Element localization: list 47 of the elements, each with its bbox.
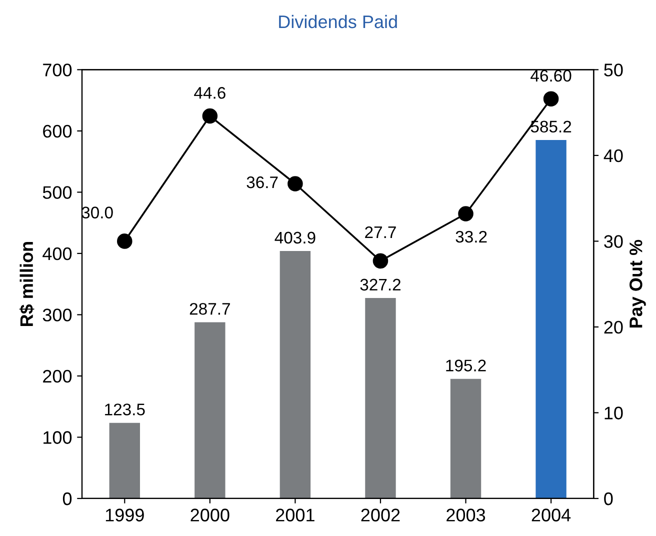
y2-tick-label: 30 bbox=[604, 235, 623, 248]
y-tick-label: 400 bbox=[42, 247, 72, 260]
bar bbox=[536, 140, 566, 498]
y2-tick-label: 50 bbox=[604, 64, 623, 76]
y-tick-label: 500 bbox=[42, 186, 72, 199]
y-tick-label: 300 bbox=[42, 308, 72, 322]
data-label: 585.2 bbox=[530, 120, 572, 133]
y-axis-title: R$ million bbox=[19, 242, 34, 326]
point bbox=[543, 91, 559, 106]
data-label: 327.2 bbox=[360, 278, 400, 291]
data-label: 30.0 bbox=[82, 206, 113, 218]
point bbox=[372, 253, 388, 269]
y-tick-label: 700 bbox=[43, 64, 72, 76]
data-label: 36.7 bbox=[246, 176, 278, 188]
y2-tick-label: 0 bbox=[604, 492, 613, 506]
data-label: 33.2 bbox=[456, 230, 487, 243]
bar bbox=[109, 422, 140, 498]
y2-axis-title: Pay Out % bbox=[630, 240, 646, 328]
point bbox=[458, 206, 474, 222]
x-tick-label: 2003 bbox=[446, 508, 486, 522]
bar bbox=[194, 322, 226, 498]
point bbox=[288, 176, 303, 192]
x-tick-label: 2004 bbox=[532, 508, 571, 522]
y-tick-label: 0 bbox=[62, 492, 72, 506]
y2-tick-label: 40 bbox=[604, 149, 623, 162]
data-label: 44.6 bbox=[194, 87, 226, 99]
bar bbox=[280, 251, 311, 498]
bar bbox=[450, 378, 482, 498]
data-label: 287.7 bbox=[190, 302, 230, 315]
point bbox=[117, 234, 132, 249]
x-tick-label: 2001 bbox=[276, 508, 314, 522]
data-label: 46.60 bbox=[530, 70, 572, 82]
x-tick-label: 2000 bbox=[190, 508, 230, 522]
chart-title: Dividends Paid bbox=[279, 14, 397, 28]
x-tick-label: 2002 bbox=[361, 508, 400, 522]
y-tick-label: 100 bbox=[44, 431, 72, 444]
bar bbox=[365, 298, 396, 498]
data-label: 195.2 bbox=[446, 360, 486, 372]
data-label: 403.9 bbox=[274, 232, 316, 244]
y-tick-label: 600 bbox=[43, 124, 72, 138]
y2-tick-label: 10 bbox=[604, 406, 623, 420]
data-label: 123.5 bbox=[105, 404, 145, 416]
y-tick-label: 200 bbox=[43, 370, 72, 383]
x-tick-label: 1999 bbox=[106, 508, 144, 522]
data-label: 27.7 bbox=[365, 226, 396, 238]
point bbox=[202, 108, 218, 124]
y2-tick-label: 20 bbox=[604, 320, 623, 334]
